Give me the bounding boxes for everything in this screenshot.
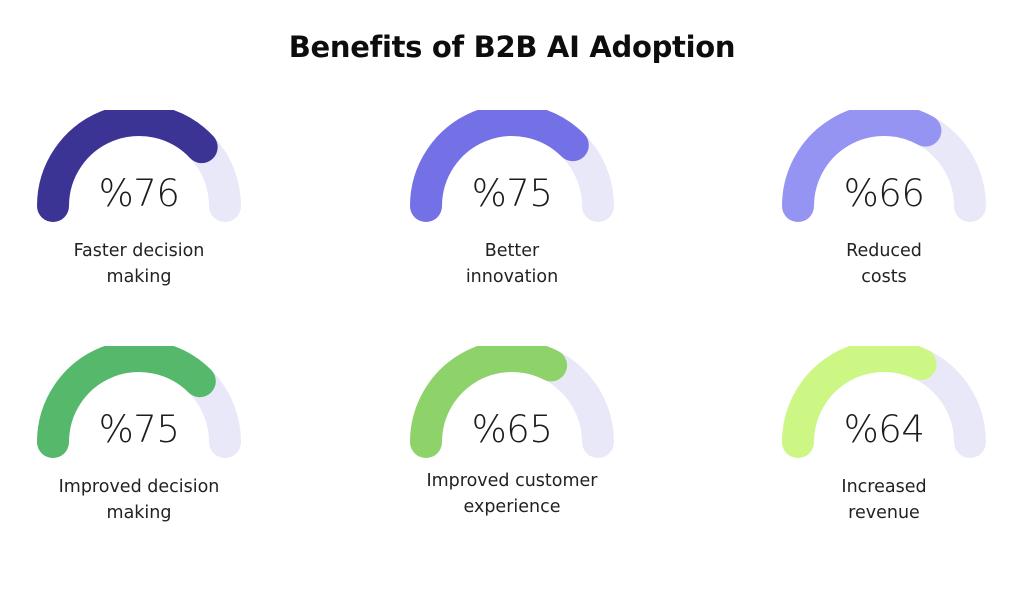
gauge-arc	[782, 346, 986, 458]
gauge-fill	[410, 110, 589, 222]
gauge-value: %64	[843, 408, 925, 451]
gauge-fill	[782, 346, 937, 458]
gauge-fill	[782, 110, 942, 222]
gauge-arc	[37, 346, 241, 458]
gauge-improved-decision-making: %75 Improved decision making	[9, 346, 269, 586]
gauge-arc	[37, 110, 241, 222]
gauge-value: %65	[471, 408, 553, 451]
gauge-value: %75	[98, 408, 180, 451]
chart-title: Benefits of B2B AI Adoption	[288, 30, 736, 64]
gauge-faster-decision-making: %76 Faster decision making	[9, 110, 269, 350]
gauge-reduced-costs: %66 Reduced costs	[754, 110, 1014, 350]
gauge-improved-customer-experience: %65 Improved customer experience	[382, 346, 642, 586]
gauge-arc	[410, 110, 614, 222]
gauge-label: Improved customer experience	[426, 471, 598, 517]
gauge-label: Better innovation	[465, 241, 559, 287]
gauge-value: %75	[471, 172, 553, 215]
gauge-value: %66	[843, 172, 925, 215]
gauge-fill	[37, 346, 216, 458]
gauge-fill	[410, 346, 568, 458]
gauge-fill	[37, 110, 218, 222]
gauge-value: %76	[98, 172, 180, 215]
gauge-label: Faster decision making	[73, 241, 205, 287]
gauge-label: Improved decision making	[58, 477, 220, 523]
gauge-arc	[410, 346, 614, 458]
gauge-better-innovation: %75 Better innovation	[382, 110, 642, 350]
gauge-label: Reduced costs	[846, 241, 922, 287]
gauge-arc	[782, 110, 986, 222]
gauge-label: Increased revenue	[841, 477, 927, 523]
gauge-increased-revenue: %64 Increased revenue	[754, 346, 1014, 586]
